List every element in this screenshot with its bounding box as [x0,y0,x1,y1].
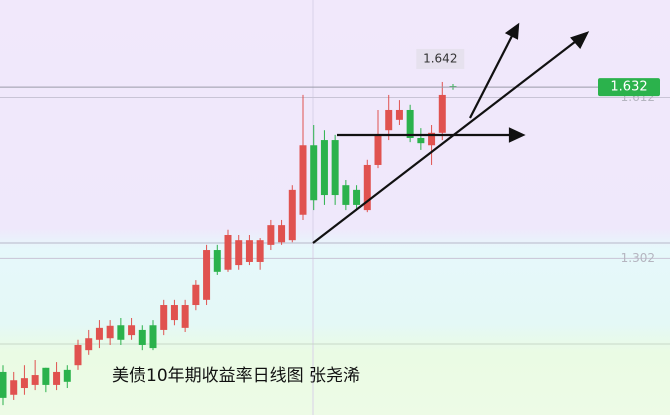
candle-body [428,132,436,146]
candle-body [267,225,275,245]
candle-body [149,325,157,349]
candle-body [203,250,211,300]
candle-body [449,86,457,88]
candle-body [417,137,425,144]
candle-body [74,344,82,366]
candle-body [406,109,414,138]
arrow-line [312,37,581,244]
candle-body [245,240,253,262]
candle-body [85,338,93,351]
candle-body [42,367,50,385]
chart-title: 美债10年期收益率日线图 张尧浠 [112,366,360,386]
candle-body [256,240,264,262]
arrowhead [508,127,526,143]
candle-body [224,234,232,270]
candle-body [63,369,71,382]
candle-body [128,325,136,336]
candle-body [374,134,382,165]
candle-body [20,378,28,389]
trend-arrows [312,22,590,244]
candle-body [438,94,446,133]
candle-body [53,371,61,385]
arrowhead [504,22,520,40]
candle-body [181,305,189,328]
candle-body [192,284,200,306]
candle-body [235,240,243,266]
candle-body [310,145,318,201]
arrowhead [570,31,590,49]
candle-body [95,327,103,340]
candle-body [170,305,178,321]
price-tag [598,78,660,97]
high-annotation: 1.642 [423,51,457,65]
candle-body [213,250,221,272]
candle-body [117,325,125,340]
arrow-line [469,31,515,119]
candle-body [160,305,168,330]
candle-body [385,109,393,131]
candle-body [0,371,7,398]
candle-body [299,145,307,215]
candle-body [278,225,286,243]
y-tick-label: 1.302 [621,251,655,265]
candle-body [106,325,114,339]
annotation-box [416,48,465,69]
candle-body [342,185,350,205]
candle-body [10,380,18,395]
candle-body [331,140,339,196]
price-label: 1.632 [610,80,647,95]
candle-body [363,164,371,211]
candle-body [31,375,39,385]
candle-body [288,189,296,241]
candle-body [395,109,403,120]
candle-body [320,140,328,196]
candle-body [353,189,361,205]
candle-body [138,329,146,345]
